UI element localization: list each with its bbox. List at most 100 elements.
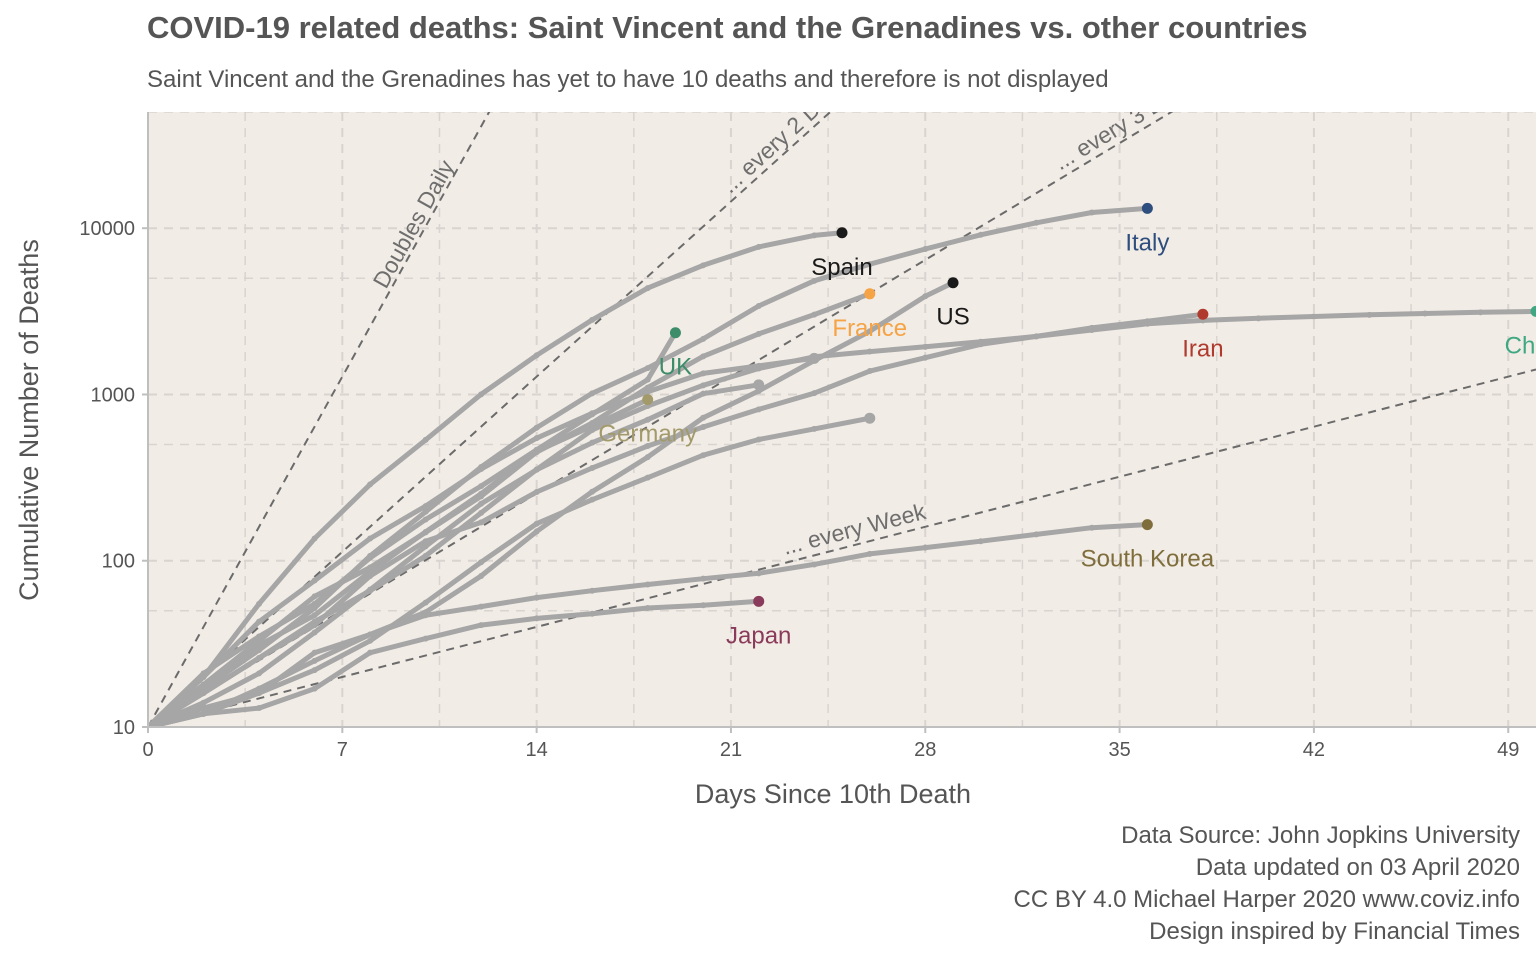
end-point-iran — [1197, 308, 1209, 320]
point-spain — [367, 481, 374, 488]
point-france — [644, 384, 651, 391]
point-switzerland — [478, 559, 485, 566]
point-china — [1144, 320, 1151, 327]
point-france — [367, 564, 374, 571]
point-south-korea — [311, 649, 318, 656]
y-axis-title: Cumulative Number of Deaths — [14, 239, 44, 601]
point-belgium — [700, 390, 707, 397]
series-line-switzerland — [148, 415, 873, 727]
point-france — [256, 637, 263, 644]
point-japan — [367, 649, 374, 656]
point-china — [422, 538, 429, 545]
country-labels: Japan South Korea Germany UK Iran France US Spa… — [598, 229, 1536, 649]
series-line-france — [148, 291, 873, 727]
series-line-us — [148, 280, 956, 727]
point-china — [1477, 309, 1484, 316]
point-switzerland — [811, 425, 818, 432]
point-italy — [256, 647, 263, 654]
point-us — [589, 488, 596, 495]
point-south-korea — [700, 575, 707, 582]
point-belgium — [311, 629, 318, 636]
point-japan — [311, 685, 318, 692]
country-label-germany: Germany — [598, 421, 697, 448]
point-spain — [700, 262, 707, 269]
point-france — [755, 330, 762, 337]
guide-line-doubles-daily — [148, 112, 491, 727]
point-italy — [866, 261, 873, 268]
point-japan — [256, 705, 263, 712]
point-us — [256, 685, 263, 692]
series-line-japan — [148, 598, 762, 727]
point-iran — [866, 348, 873, 355]
point-china — [478, 519, 485, 526]
point-china — [922, 354, 929, 361]
point-us — [367, 631, 374, 638]
point-japan — [589, 610, 596, 617]
country-label-china: China — [1505, 332, 1536, 359]
point-japan — [700, 602, 707, 609]
plot-panel — [148, 112, 1536, 727]
point-france — [533, 449, 540, 456]
grid-lines — [148, 112, 1536, 727]
point-belgium — [256, 670, 263, 677]
country-label-iran: Iran — [1182, 335, 1223, 362]
point-iran — [478, 509, 485, 516]
point-china — [1033, 333, 1040, 340]
point-south-korea — [478, 603, 485, 610]
point-france — [422, 529, 429, 536]
point-south-korea — [922, 544, 929, 551]
point-spain — [422, 436, 429, 443]
point-china — [367, 572, 374, 579]
point-south-korea — [644, 581, 651, 588]
y-tick-label: 10 — [113, 717, 135, 739]
point-south-korea — [1088, 524, 1095, 531]
point-spain — [533, 352, 540, 359]
point-spain — [311, 535, 318, 542]
point-us — [700, 414, 707, 421]
point-italy — [533, 424, 540, 431]
country-label-france: France — [832, 315, 907, 342]
point-china — [811, 390, 818, 397]
point-belgium — [644, 416, 651, 423]
x-tick-label: 0 — [142, 739, 153, 761]
point-iran — [922, 343, 929, 350]
end-point-belgium — [753, 379, 765, 391]
point-netherlands — [256, 618, 263, 625]
point-uk — [422, 516, 429, 523]
y-tick-label: 10000 — [79, 218, 135, 240]
end-point-france — [864, 288, 876, 300]
point-italy — [755, 303, 762, 310]
guide-line-every-3-days — [148, 112, 1174, 727]
point-china — [1366, 311, 1373, 318]
point-china — [977, 341, 984, 348]
series-line-belgium — [148, 382, 762, 727]
guide-line-every-2-days — [148, 112, 832, 727]
point-spain — [811, 232, 818, 239]
point-belgium — [589, 439, 596, 446]
y-tick-label: 1000 — [91, 384, 136, 406]
point-uk — [589, 411, 596, 418]
point-italy — [1033, 219, 1040, 226]
point-france — [700, 353, 707, 360]
point-china — [755, 406, 762, 413]
caption-updated: Data updated on 03 April 2020 — [1195, 854, 1520, 881]
point-germany — [311, 612, 318, 619]
point-china — [700, 424, 707, 431]
point-south-korea — [866, 550, 873, 557]
point-belgium — [478, 500, 485, 507]
point-france — [589, 419, 596, 426]
caption: Data Source: John Jopkins University Dat… — [1014, 820, 1520, 948]
y-tick-label: 100 — [102, 551, 135, 573]
x-axis-title: Days Since 10th Death — [695, 779, 971, 809]
point-italy — [589, 390, 596, 397]
country-label-south-korea: South Korea — [1081, 546, 1215, 573]
end-point-netherlands — [808, 352, 820, 364]
chart-subtitle: Saint Vincent and the Grenadines has yet… — [147, 66, 1109, 93]
point-us — [422, 609, 429, 616]
point-netherlands — [311, 577, 318, 584]
x-tick-label: 42 — [1303, 739, 1325, 761]
point-japan — [644, 604, 651, 611]
series-lines — [148, 205, 1536, 727]
end-point-china — [1530, 305, 1536, 317]
end-point-us — [947, 277, 959, 289]
